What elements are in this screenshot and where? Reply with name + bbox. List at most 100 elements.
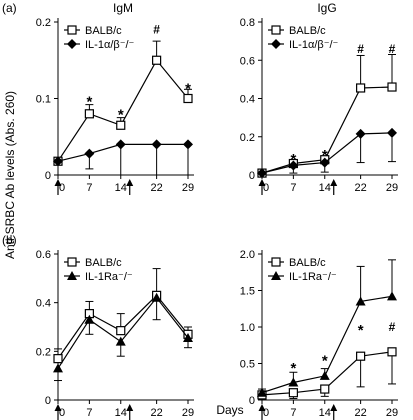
legend-marker (271, 25, 281, 35)
series-filled-diamond (53, 139, 193, 176)
y-tick-label: 0.8 (240, 17, 255, 29)
x-tick-label: 14 (319, 407, 331, 419)
series-filled-diamond (257, 127, 397, 179)
data-point (319, 370, 330, 380)
data-point (257, 387, 267, 397)
legend-label: BALB/c (85, 257, 122, 269)
series-filled-triangle (257, 259, 397, 397)
legend-marker (67, 39, 77, 49)
x-tick-label: 22 (354, 182, 366, 194)
data-point (257, 168, 267, 179)
panel-a-igg: 0 0.2 0.4 0.6 0.8 0 7 14 22 29 IgG * * # # BALB/c IL-1α/… (240, 1, 398, 195)
x-tick-label: 0 (59, 182, 65, 194)
y-tick-label: 0.2 (36, 346, 51, 358)
data-point (152, 55, 162, 65)
panel-a-igm: 0 0.1 0.2 0 7 14 22 29 IgM (a) * * # * BALB/c IL-1α/β⁻/… (2, 1, 194, 195)
data-point (53, 354, 63, 364)
legend-marker (271, 39, 281, 49)
data-point (387, 347, 397, 357)
data-point (53, 363, 63, 373)
legend-label: IL-1α/β⁻/⁻ (289, 39, 339, 51)
data-point (84, 109, 94, 119)
data-point (356, 351, 366, 361)
significance-mark: * (185, 80, 191, 97)
y-tick-label: 2.0 (240, 249, 255, 261)
significance-mark: # (357, 42, 364, 56)
x-tick-label: 0 (59, 407, 65, 419)
data-point (320, 384, 330, 394)
x-tick-label: 0 (263, 407, 269, 419)
legend-label: BALB/c (289, 25, 326, 37)
y-tick-label: 0.4 (240, 94, 255, 106)
row-label: (a) (2, 1, 17, 15)
y-tick-label: 1.0 (240, 322, 255, 334)
immunization-arrowhead (54, 404, 62, 411)
legend: BALB/c IL-1Ra⁻/⁻ (64, 257, 133, 283)
data-point (116, 326, 126, 336)
data-point (288, 377, 299, 387)
data-point (319, 157, 330, 168)
data-point (115, 139, 126, 150)
significance-mark: # (153, 23, 160, 37)
immunization-arrowhead (330, 179, 338, 186)
panel-title: IgG (317, 1, 336, 15)
data-point (53, 156, 63, 167)
series-filled-triangle (53, 292, 193, 382)
data-point (115, 336, 126, 346)
y-tick-label: 0 (249, 395, 255, 407)
significance-mark: * (86, 94, 92, 111)
legend-marker (67, 271, 77, 280)
x-tick-label: 22 (150, 182, 162, 194)
data-point (183, 332, 193, 342)
data-point (116, 120, 126, 130)
y-tick-label: 0.5 (240, 359, 255, 371)
data-point (151, 292, 162, 302)
y-tick-label: 0.6 (36, 249, 51, 261)
legend-marker (67, 257, 77, 267)
y-tick-label: 0.2 (240, 132, 255, 144)
x-tick-label: 29 (386, 407, 398, 419)
y-tick-label: 0 (45, 395, 51, 407)
legend: BALB/c IL-1Ra⁻/⁻ (268, 257, 337, 283)
panel-b-igg: 0 0.5 1.0 1.5 2.0 0 7 14 22 29 * * * # BALB/c IL-1Ra⁻/⁻ (240, 249, 398, 420)
x-tick-label: 22 (150, 407, 162, 419)
immunization-arrowhead (330, 404, 338, 411)
legend-label: IL-1Ra⁻/⁻ (289, 271, 337, 283)
x-tick-label: 14 (115, 182, 127, 194)
figure-ylabel: Anti-SRBC Ab levels (Abs. 260) (3, 91, 17, 259)
x-tick-label: 22 (354, 407, 366, 419)
data-point (84, 314, 95, 324)
x-tick-label: 14 (319, 182, 331, 194)
significance-mark: # (389, 42, 396, 56)
y-tick-label: 0.6 (240, 55, 255, 67)
data-point (84, 148, 95, 159)
data-point (288, 388, 298, 398)
legend-label: IL-1α/β⁻/⁻ (85, 39, 135, 51)
x-tick-label: 7 (290, 407, 296, 419)
immunization-arrowhead (54, 179, 62, 186)
x-tick-label: 29 (386, 182, 398, 194)
significance-mark: * (322, 147, 328, 164)
legend: BALB/c IL-1α/β⁻/⁻ (64, 25, 135, 51)
data-point (288, 160, 299, 171)
data-point (387, 127, 397, 138)
x-tick-label: 29 (182, 407, 194, 419)
immunization-arrowhead (126, 404, 134, 411)
data-point (356, 83, 366, 93)
immunization-arrowhead (258, 179, 266, 186)
y-tick-label: 0.4 (36, 298, 51, 310)
data-point (183, 93, 193, 104)
y-tick-label: 0.1 (36, 94, 51, 106)
legend-marker (271, 271, 281, 280)
data-point (387, 291, 397, 301)
x-tick-label: 14 (115, 407, 127, 419)
data-point (183, 139, 193, 150)
x-tick-label: 7 (290, 182, 296, 194)
x-tick-label: 7 (86, 182, 92, 194)
legend-label: BALB/c (289, 257, 326, 269)
y-tick-label: 0 (249, 170, 255, 182)
significance-mark: * (290, 360, 296, 377)
significance-mark: # (389, 320, 396, 334)
significance-mark: * (322, 353, 328, 370)
